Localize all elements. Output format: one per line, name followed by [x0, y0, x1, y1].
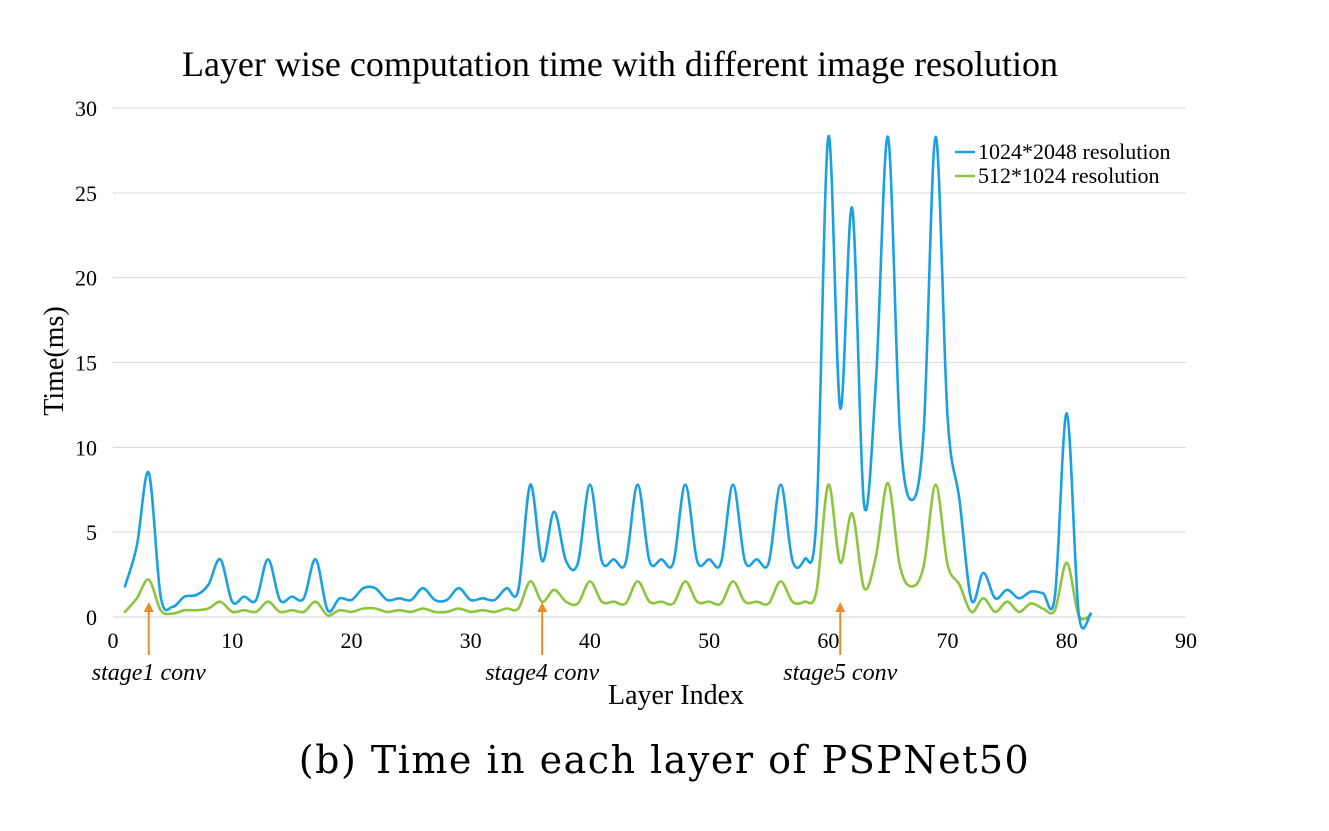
series-line-0 — [123, 135, 1092, 630]
axes: 0 5 10 15 20 25 30 0 10 20 30 40 50 60 70 80 90 — [75, 96, 1197, 653]
annotations: stage1 conv stage4 conv stage5 conv — [92, 602, 898, 686]
y-tick-label: 30 — [75, 96, 97, 121]
y-tick-label: 10 — [75, 435, 97, 460]
x-tick-label: 10 — [221, 628, 243, 653]
x-tick-label: 30 — [460, 628, 482, 653]
x-tick-label: 0 — [108, 628, 119, 653]
x-tick-label: 70 — [937, 628, 959, 653]
y-axis-label: Time(ms) — [39, 306, 70, 415]
annotation-arrow-head-1 — [537, 602, 548, 612]
legend-label-0: 1024*2048 resolution — [978, 139, 1171, 164]
x-tick-label: 20 — [340, 628, 362, 653]
y-tick-label: 5 — [86, 520, 97, 545]
x-tick-label: 40 — [579, 628, 601, 653]
y-tick-label: 25 — [75, 181, 97, 206]
x-tick-label: 80 — [1056, 628, 1078, 653]
annotation-arrow-head-0 — [143, 602, 154, 612]
figure-caption: (b) Time in each layer of PSPNet50 — [298, 738, 1031, 782]
y-tick-label: 20 — [75, 266, 97, 291]
annotation-label-2: stage5 conv — [783, 660, 897, 686]
x-tick-label: 50 — [698, 628, 720, 653]
y-tick-label: 15 — [75, 351, 97, 376]
series-lines — [123, 135, 1092, 630]
annotation-arrow-head-2 — [835, 602, 846, 612]
series-line-1 — [123, 481, 1092, 621]
legend-label-1: 512*1024 resolution — [978, 163, 1160, 188]
x-axis-label: Layer Index — [608, 680, 744, 711]
x-tick-label: 60 — [817, 628, 839, 653]
annotation-label-1: stage4 conv — [485, 660, 599, 686]
chart-title: Layer wise computation time with differe… — [182, 44, 1058, 84]
y-tick-label: 0 — [86, 605, 97, 630]
gridlines — [113, 107, 1186, 533]
annotation-label-0: stage1 conv — [92, 660, 206, 686]
x-tick-label: 90 — [1175, 628, 1197, 653]
